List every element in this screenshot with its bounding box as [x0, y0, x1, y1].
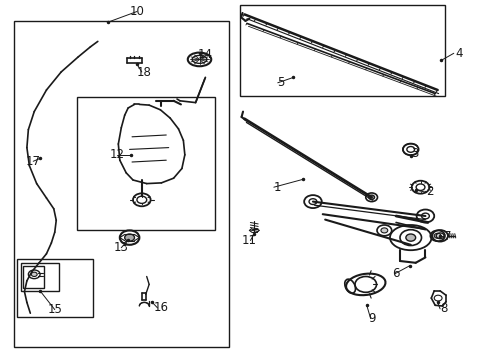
Circle shape — [308, 199, 316, 204]
Text: 15: 15 — [47, 303, 62, 316]
Text: 17: 17 — [26, 155, 41, 168]
Circle shape — [137, 196, 146, 203]
Bar — [23, 266, 44, 288]
Bar — [77, 97, 215, 230]
Circle shape — [405, 234, 415, 241]
Text: 16: 16 — [154, 301, 168, 314]
Bar — [14, 21, 228, 347]
Bar — [20, 263, 59, 291]
Text: 1: 1 — [273, 181, 281, 194]
Text: 12: 12 — [110, 148, 124, 161]
Circle shape — [406, 147, 414, 152]
Bar — [17, 259, 93, 317]
Text: 10: 10 — [129, 5, 144, 18]
Circle shape — [433, 233, 440, 238]
Text: 4: 4 — [454, 47, 462, 60]
Circle shape — [124, 234, 134, 241]
Text: 18: 18 — [137, 66, 151, 78]
Text: 5: 5 — [277, 76, 285, 89]
Text: 7: 7 — [443, 230, 450, 243]
Circle shape — [415, 184, 424, 190]
Bar — [239, 5, 444, 96]
Text: 13: 13 — [114, 241, 128, 254]
Circle shape — [31, 272, 37, 276]
Text: 11: 11 — [242, 234, 256, 247]
Text: 2: 2 — [426, 185, 433, 198]
Circle shape — [421, 213, 428, 219]
Circle shape — [368, 195, 374, 199]
Text: 8: 8 — [439, 302, 447, 315]
Text: 14: 14 — [198, 48, 212, 60]
Text: 9: 9 — [367, 312, 375, 325]
Text: 6: 6 — [391, 267, 399, 280]
Text: 3: 3 — [410, 147, 418, 160]
Circle shape — [380, 228, 387, 233]
